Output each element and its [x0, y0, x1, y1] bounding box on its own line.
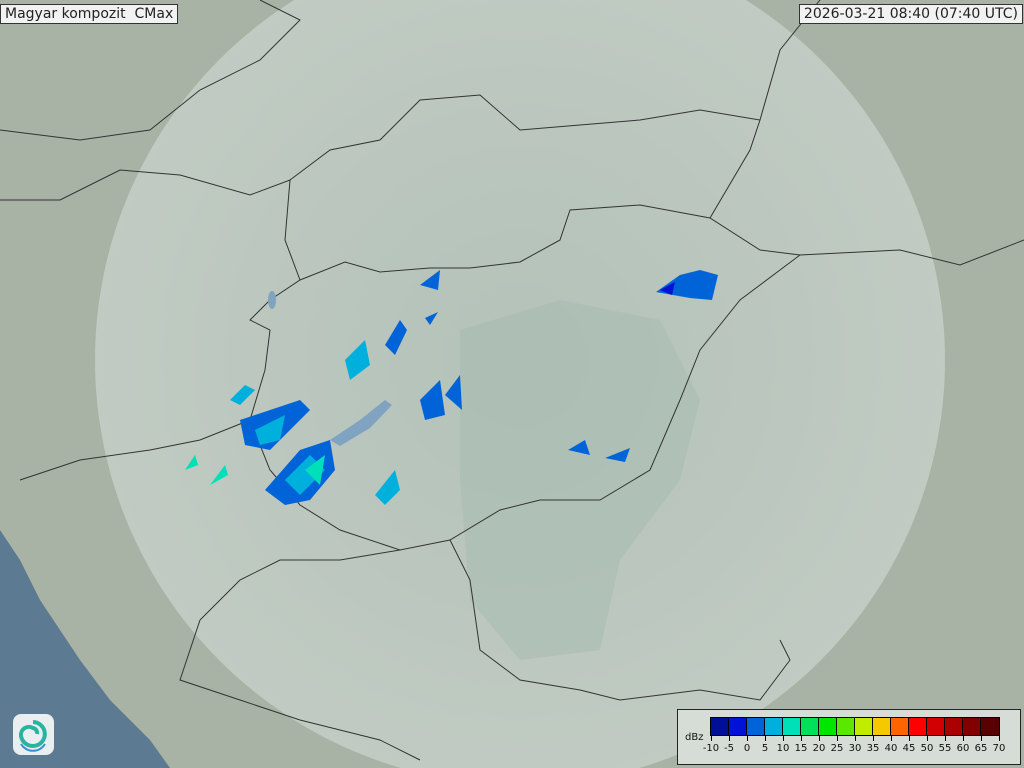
legend-bin	[927, 718, 945, 735]
legend-bin	[855, 718, 873, 735]
lakes	[268, 291, 392, 446]
legend-tick-label: 5	[761, 743, 769, 754]
legend-bin	[909, 718, 927, 735]
product-title: Magyar kompozit CMax	[0, 4, 179, 24]
dbz-color-legend: dBz -10 -5 0 5 10 15 20 25 30 35 40 45 50 55 60 65 70	[677, 709, 1021, 765]
legend-tick-label: 20	[812, 743, 826, 754]
romania-border	[799, 239, 1024, 266]
lake-balaton	[330, 400, 392, 446]
austria-border	[0, 169, 301, 281]
radar-echoes	[185, 270, 718, 505]
legend-tick-mark	[873, 735, 874, 741]
legend-bin	[729, 718, 747, 735]
legend-bin	[945, 718, 963, 735]
legend-bin	[837, 718, 855, 735]
great-plain-lowland	[460, 300, 700, 660]
legend-tick-mark	[837, 735, 838, 741]
legend-bin	[981, 718, 999, 735]
legend-tick-mark	[981, 735, 982, 741]
timestamp: 2026-03-21 08:40 (07:40 UTC)	[798, 4, 1023, 24]
legend-tick-label: -5	[724, 743, 734, 754]
legend-tick-mark	[999, 735, 1000, 741]
legend-tick-mark	[819, 735, 820, 741]
legend-tick-mark	[729, 735, 730, 741]
legend-tick-mark	[855, 735, 856, 741]
legend-bin	[783, 718, 801, 735]
legend-tick-label: 70	[992, 743, 1006, 754]
slovenia-border	[19, 419, 251, 481]
legend-tick-mark	[891, 735, 892, 741]
legend-tick-mark	[747, 735, 748, 741]
legend-tick-label: -10	[702, 743, 720, 754]
legend-tick-label: 35	[866, 743, 880, 754]
legend-tick-label: 30	[848, 743, 862, 754]
legend-bin	[711, 718, 729, 735]
legend-tick-mark	[801, 735, 802, 741]
legend-tick-label: 25	[830, 743, 844, 754]
legend-bin	[963, 718, 981, 735]
lake-neusiedl	[268, 291, 276, 309]
legend-color-bar	[710, 717, 1000, 736]
legend-bin	[891, 718, 909, 735]
legend-tick-label: 45	[902, 743, 916, 754]
legend-tick-mark	[945, 735, 946, 741]
legend-tick-mark	[927, 735, 928, 741]
legend-tick-mark	[765, 735, 766, 741]
legend-tick-label: 10	[776, 743, 790, 754]
serbia-border	[449, 539, 791, 701]
legend-tick-label: 65	[974, 743, 988, 754]
legend-bin	[765, 718, 783, 735]
adriatic-sea	[0, 530, 170, 768]
swirl-logo-icon	[13, 714, 54, 755]
legend-tick-mark	[711, 735, 712, 741]
legend-bin	[801, 718, 819, 735]
legend-bin	[873, 718, 891, 735]
legend-tick-label: 0	[743, 743, 751, 754]
legend-tick-label: 50	[920, 743, 934, 754]
legend-tick-mark	[963, 735, 964, 741]
legend-bin	[747, 718, 765, 735]
legend-unit: dBz	[685, 732, 704, 743]
legend-tick-label: 15	[794, 743, 808, 754]
legend-tick-mark	[909, 735, 910, 741]
legend-tick-label: 55	[938, 743, 952, 754]
legend-tick-label: 60	[956, 743, 970, 754]
czech-border	[0, 0, 301, 141]
legend-bin	[819, 718, 837, 735]
hungary-border	[249, 204, 802, 551]
legend-tick-label: 40	[884, 743, 898, 754]
slovakia-border	[289, 94, 761, 219]
legend-tick-mark	[783, 735, 784, 741]
croatia-border	[179, 549, 421, 761]
